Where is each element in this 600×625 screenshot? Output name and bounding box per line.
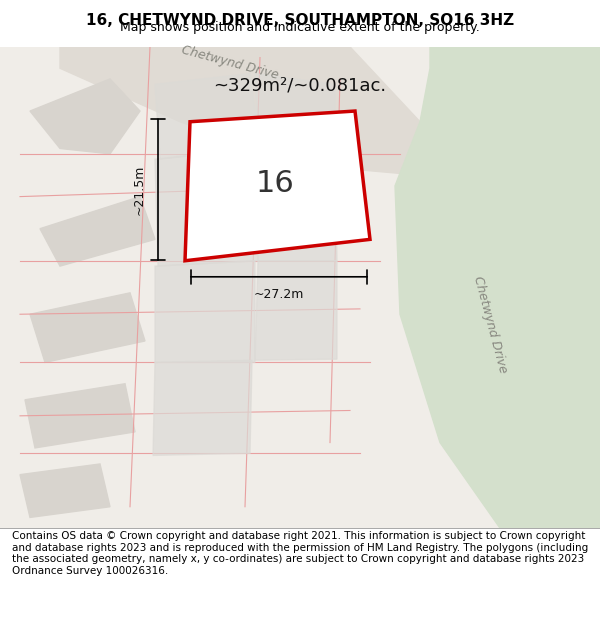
Text: Chetwynd Drive: Chetwynd Drive bbox=[180, 44, 280, 82]
Polygon shape bbox=[258, 149, 337, 261]
Text: 16: 16 bbox=[256, 169, 295, 198]
Polygon shape bbox=[20, 464, 110, 518]
Polygon shape bbox=[155, 149, 258, 266]
Text: ~21.5m: ~21.5m bbox=[133, 164, 146, 215]
Polygon shape bbox=[395, 47, 600, 528]
Polygon shape bbox=[255, 74, 335, 149]
Text: Contains OS data © Crown copyright and database right 2021. This information is : Contains OS data © Crown copyright and d… bbox=[12, 531, 588, 576]
Polygon shape bbox=[153, 360, 252, 456]
Text: 16, CHETWYND DRIVE, SOUTHAMPTON, SO16 3HZ: 16, CHETWYND DRIVE, SOUTHAMPTON, SO16 3H… bbox=[86, 13, 514, 28]
Polygon shape bbox=[155, 74, 260, 159]
Polygon shape bbox=[155, 261, 255, 362]
Text: ~27.2m: ~27.2m bbox=[254, 288, 304, 301]
Polygon shape bbox=[30, 293, 145, 362]
Polygon shape bbox=[255, 261, 337, 360]
Text: Map shows position and indicative extent of the property.: Map shows position and indicative extent… bbox=[120, 21, 480, 34]
Polygon shape bbox=[60, 47, 420, 175]
Polygon shape bbox=[25, 384, 135, 448]
Polygon shape bbox=[185, 111, 370, 261]
Text: Chetwynd Drive: Chetwynd Drive bbox=[471, 275, 509, 375]
Polygon shape bbox=[40, 197, 155, 266]
Polygon shape bbox=[30, 79, 140, 154]
Text: ~329m²/~0.081ac.: ~329m²/~0.081ac. bbox=[214, 77, 386, 95]
